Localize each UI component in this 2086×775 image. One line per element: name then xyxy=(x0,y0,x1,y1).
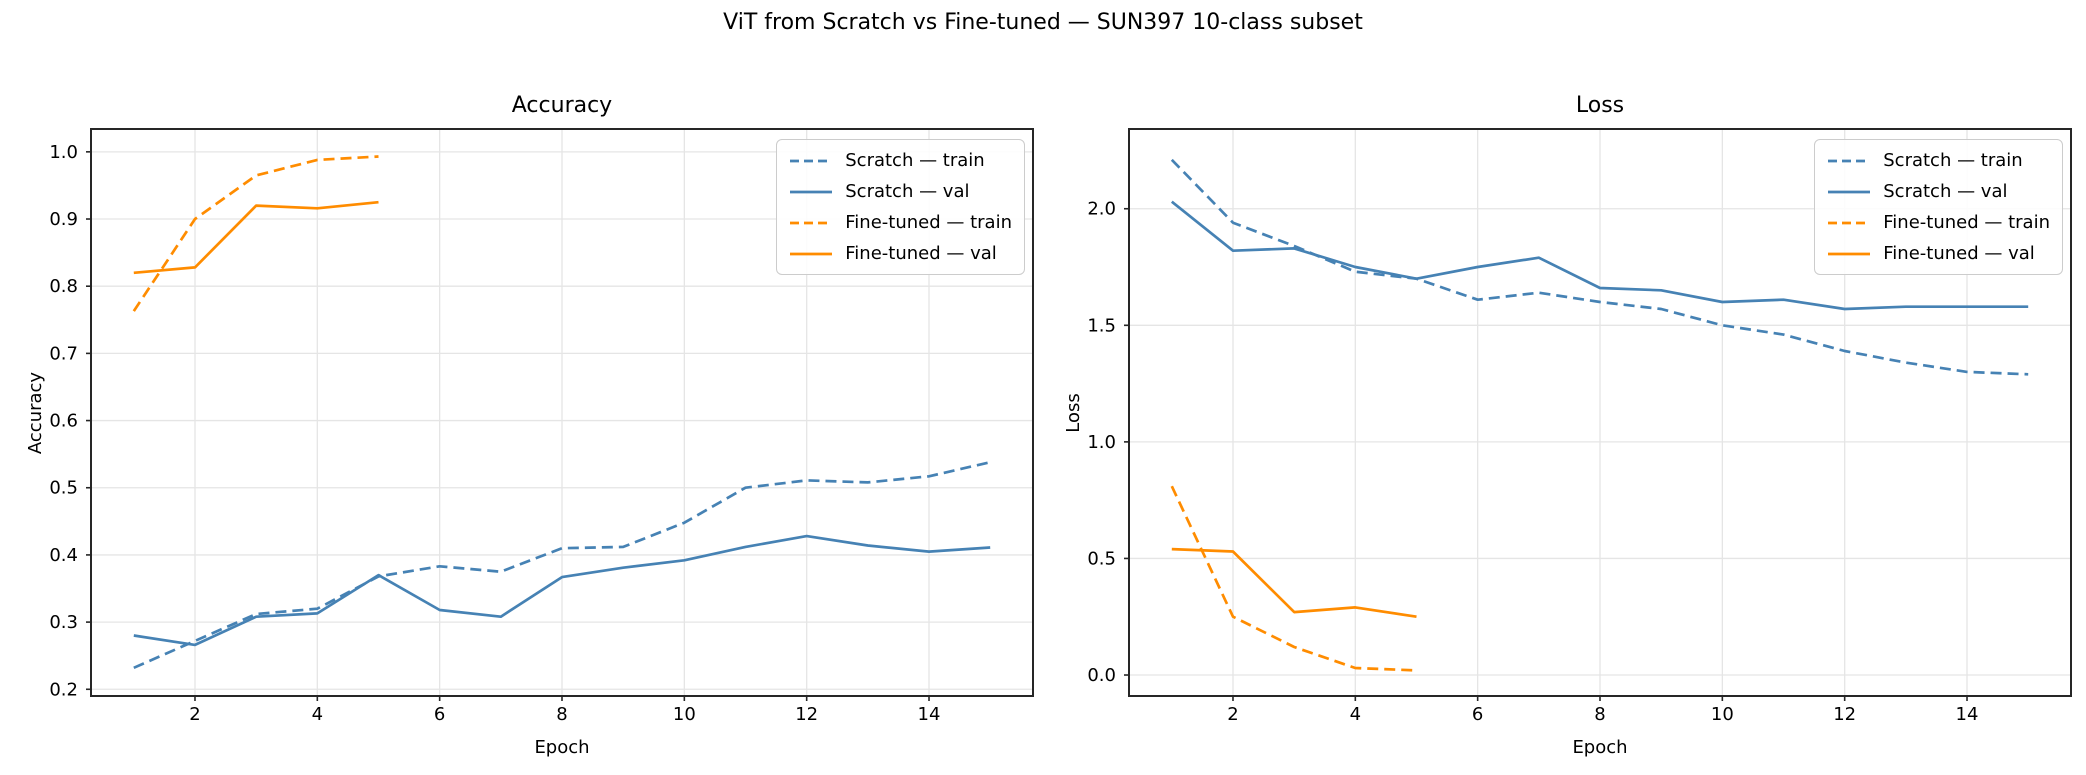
legend-entry: Scratch — train xyxy=(789,148,1012,173)
accuracy-plot-area: 2 4 6 8 10 12 14 0.2 0.3 0.4 0.5 0.6 0.7 0.8 0.9 1.0 Scr… xyxy=(49,128,1034,725)
accuracy-scratch-val-line xyxy=(133,534,991,647)
x-tick-label: 8 xyxy=(1594,704,1605,725)
accuracy-panel: Accuracy Accuracy Epoch 2 4 6 8 10 12 14 0.2 0.3… xyxy=(25,93,1034,758)
y-tick-label: 0.8 xyxy=(49,276,78,297)
axes-border xyxy=(90,128,1034,697)
x-tick-label: 10 xyxy=(1711,704,1734,725)
loss-chart-canvas: 2 4 6 8 10 12 14 0.0 0.5 1.0 1.5 2.0 xyxy=(1087,128,2072,725)
x-tick-label: 12 xyxy=(1833,704,1856,725)
figure-title: ViT from Scratch vs Fine-tuned — SUN397 … xyxy=(723,10,1363,35)
legend-entry-label: Scratch — train xyxy=(845,150,985,171)
legend-entry-label: Fine-tuned — val xyxy=(1883,243,2035,264)
x-tick-label: 10 xyxy=(673,704,696,725)
loss-y-axis-label: Loss xyxy=(1063,392,1084,433)
legend-solid-line-sample xyxy=(790,190,833,193)
legend-entry-label: Scratch — val xyxy=(845,181,970,202)
y-tick-label: 0.9 xyxy=(49,209,78,230)
x-tick-label: 2 xyxy=(1227,704,1238,725)
y-tick-label: 0.6 xyxy=(49,411,78,432)
x-tick-label: 12 xyxy=(795,704,818,725)
accuracy-y-axis-label: Accuracy xyxy=(25,371,46,454)
x-tick-label: 4 xyxy=(312,704,323,725)
legend-entry-label: Scratch — val xyxy=(1883,181,2008,202)
y-tick-label: 1.0 xyxy=(1087,432,1116,453)
loss-scratch-val-line xyxy=(1170,200,2029,311)
accuracy-fine-tuned-val-line xyxy=(133,200,379,275)
legend-dashed-line-sample xyxy=(790,221,833,224)
y-tick-label: 2.0 xyxy=(1087,199,1116,220)
loss-fine-tuned-train-line xyxy=(1170,485,1417,672)
accuracy-subplot-title: Accuracy xyxy=(511,93,613,118)
legend-entry: Fine-tuned — train xyxy=(1827,210,2050,235)
loss-plot-area: 2 4 6 8 10 12 14 0.0 0.5 1.0 1.5 2.0 Scratch — train… xyxy=(1087,128,2072,725)
accuracy-x-axis-label: Epoch xyxy=(534,737,590,758)
legend-dashed-line-sample xyxy=(1828,159,1871,162)
legend-solid-line-sample xyxy=(790,252,833,255)
legend-entry: Scratch — val xyxy=(1827,179,2050,204)
loss-x-axis-label: Epoch xyxy=(1572,737,1628,758)
x-tick-label: 4 xyxy=(1350,704,1361,725)
accuracy-legend: Scratch — train Scratch — val Fine-tuned —… xyxy=(776,139,1025,275)
legend-entry: Fine-tuned — train xyxy=(789,210,1012,235)
legend-entry: Fine-tuned — val xyxy=(789,241,1012,266)
loss-legend: Scratch — train Scratch — val Fine-tuned —… xyxy=(1814,139,2063,275)
legend-entry: Scratch — val xyxy=(789,179,1012,204)
y-tick-label: 1.5 xyxy=(1087,315,1116,336)
y-tick-label: 0.7 xyxy=(49,343,78,364)
legend-dashed-line-sample xyxy=(1828,221,1871,224)
accuracy-fine-tuned-train-line xyxy=(132,155,379,312)
legend-dashed-line-sample xyxy=(790,159,833,162)
x-tick-label: 2 xyxy=(189,704,200,725)
x-tick-label: 14 xyxy=(918,704,941,725)
legend-entry: Scratch — train xyxy=(1827,148,2050,173)
legend-solid-line-sample xyxy=(1828,252,1871,255)
loss-fine-tuned-val-line xyxy=(1171,547,1417,619)
accuracy-scratch-train-line xyxy=(133,460,991,670)
x-tick-label: 8 xyxy=(556,704,567,725)
y-tick-label: 0.3 xyxy=(49,612,78,633)
y-tick-label: 0.2 xyxy=(49,679,78,700)
loss-panel: Loss Loss Epoch 2 4 6 8 10 12 14 0.0 0.5 1.0 1.5 2.… xyxy=(1063,93,2072,758)
x-tick-label: 6 xyxy=(434,704,445,725)
legend-entry-label: Fine-tuned — train xyxy=(1883,212,2050,233)
legend-solid-line-sample xyxy=(1828,190,1871,193)
x-tick-label: 6 xyxy=(1472,704,1483,725)
legend-entry-label: Scratch — train xyxy=(1883,150,2023,171)
y-tick-label: 0.4 xyxy=(49,545,78,566)
legend-entry: Fine-tuned — val xyxy=(1827,241,2050,266)
y-tick-label: 0.5 xyxy=(49,478,78,499)
x-tick-label: 14 xyxy=(1956,704,1979,725)
loss-subplot-title: Loss xyxy=(1575,93,1625,118)
y-tick-label: 0.5 xyxy=(1087,548,1116,569)
axes-border xyxy=(1128,128,2072,697)
y-tick-label: 1.0 xyxy=(49,142,78,163)
legend-entry-label: Fine-tuned — train xyxy=(845,212,1012,233)
y-tick-label: 0.0 xyxy=(1087,665,1116,686)
legend-entry-label: Fine-tuned — val xyxy=(845,243,997,264)
